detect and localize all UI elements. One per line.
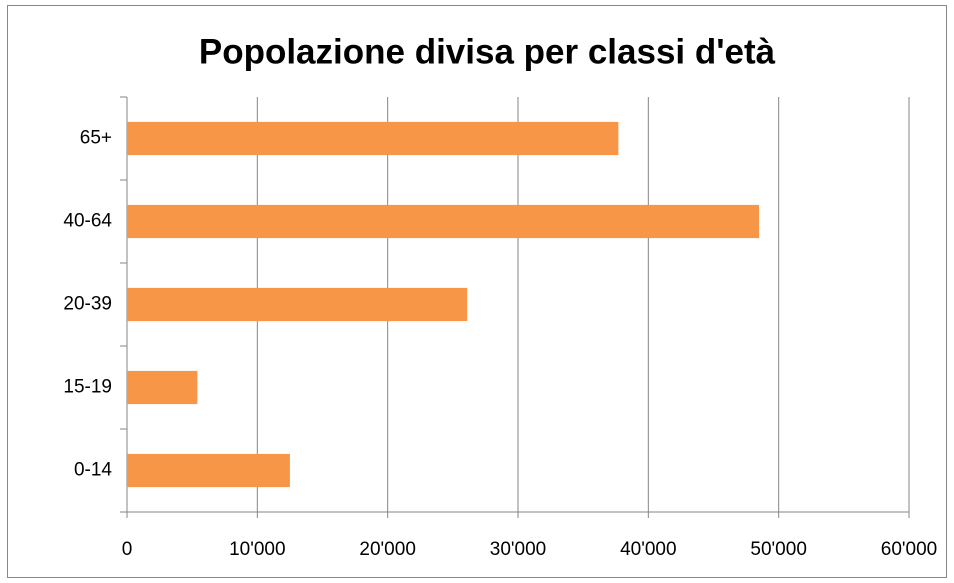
x-tick-label: 10'000 (229, 539, 285, 560)
x-tick-label: 30'000 (490, 539, 546, 560)
bar (127, 287, 468, 322)
y-tick-label: 15-19 (63, 377, 112, 398)
x-tick-label: 60'000 (881, 539, 937, 560)
y-tick-label: 0-14 (74, 460, 112, 481)
chart-title: Popolazione divisa per classi d'età (199, 32, 776, 71)
bar (127, 453, 290, 488)
bar (127, 204, 760, 239)
x-tick-label: 20'000 (359, 539, 415, 560)
x-tick-label: 0 (122, 539, 133, 560)
x-tick-label: 40'000 (620, 539, 676, 560)
x-tick-label: 50'000 (750, 539, 806, 560)
y-tick-label: 20-39 (63, 294, 112, 315)
bar (127, 121, 619, 156)
y-tick-label: 40-64 (63, 211, 112, 232)
bar (127, 370, 198, 405)
y-tick-label: 65+ (80, 128, 112, 149)
